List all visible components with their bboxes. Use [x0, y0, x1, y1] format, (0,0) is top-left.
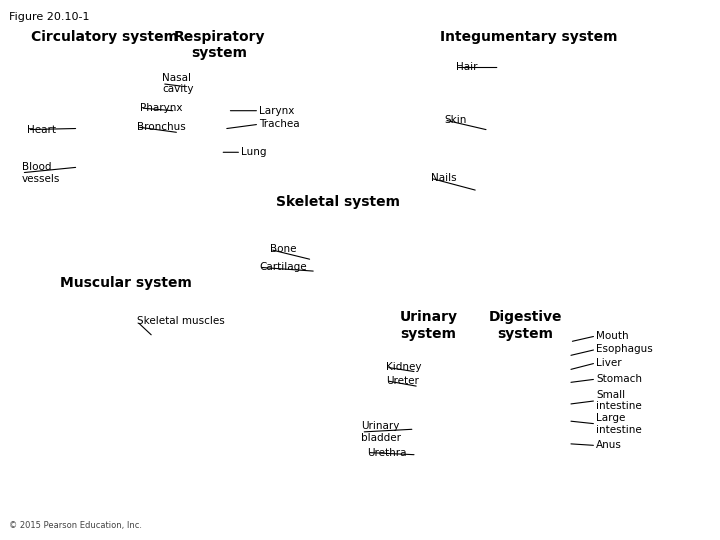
- Text: Respiratory
system: Respiratory system: [174, 30, 266, 60]
- Text: Figure 20.10-1: Figure 20.10-1: [9, 12, 89, 22]
- Text: Lung: Lung: [241, 147, 266, 157]
- Text: Skeletal muscles: Skeletal muscles: [137, 316, 225, 326]
- Text: Bronchus: Bronchus: [137, 122, 186, 132]
- Text: Ureter: Ureter: [386, 376, 419, 386]
- Text: Skin: Skin: [444, 115, 467, 125]
- Text: Urinary
system: Urinary system: [400, 310, 457, 341]
- Text: Muscular system: Muscular system: [60, 276, 192, 291]
- Text: Larynx: Larynx: [259, 106, 294, 116]
- Text: Kidney: Kidney: [386, 362, 421, 372]
- Text: Skeletal system: Skeletal system: [276, 195, 400, 210]
- Text: Stomach: Stomach: [596, 374, 642, 384]
- Text: Small
intestine: Small intestine: [596, 390, 642, 411]
- Text: Urinary
bladder: Urinary bladder: [361, 421, 402, 443]
- Text: Bone: Bone: [270, 245, 297, 254]
- Text: Cartilage: Cartilage: [259, 262, 307, 272]
- Text: Mouth: Mouth: [596, 331, 629, 341]
- Text: Blood
vessels: Blood vessels: [22, 162, 60, 184]
- Text: Esophagus: Esophagus: [596, 345, 653, 354]
- Text: Urethra: Urethra: [367, 448, 407, 457]
- Text: Digestive
system: Digestive system: [489, 310, 562, 341]
- Text: Large
intestine: Large intestine: [596, 413, 642, 435]
- Text: Anus: Anus: [596, 441, 622, 450]
- Text: Nails: Nails: [431, 173, 456, 183]
- Text: Integumentary system: Integumentary system: [441, 30, 618, 44]
- Text: Heart: Heart: [27, 125, 56, 134]
- Text: Pharynx: Pharynx: [140, 103, 183, 113]
- Text: Nasal
cavity: Nasal cavity: [162, 73, 194, 94]
- Text: Circulatory system: Circulatory system: [31, 30, 178, 44]
- Text: Liver: Liver: [596, 358, 622, 368]
- Text: © 2015 Pearson Education, Inc.: © 2015 Pearson Education, Inc.: [9, 521, 142, 530]
- Text: Hair: Hair: [456, 63, 477, 72]
- Text: Trachea: Trachea: [259, 119, 300, 129]
